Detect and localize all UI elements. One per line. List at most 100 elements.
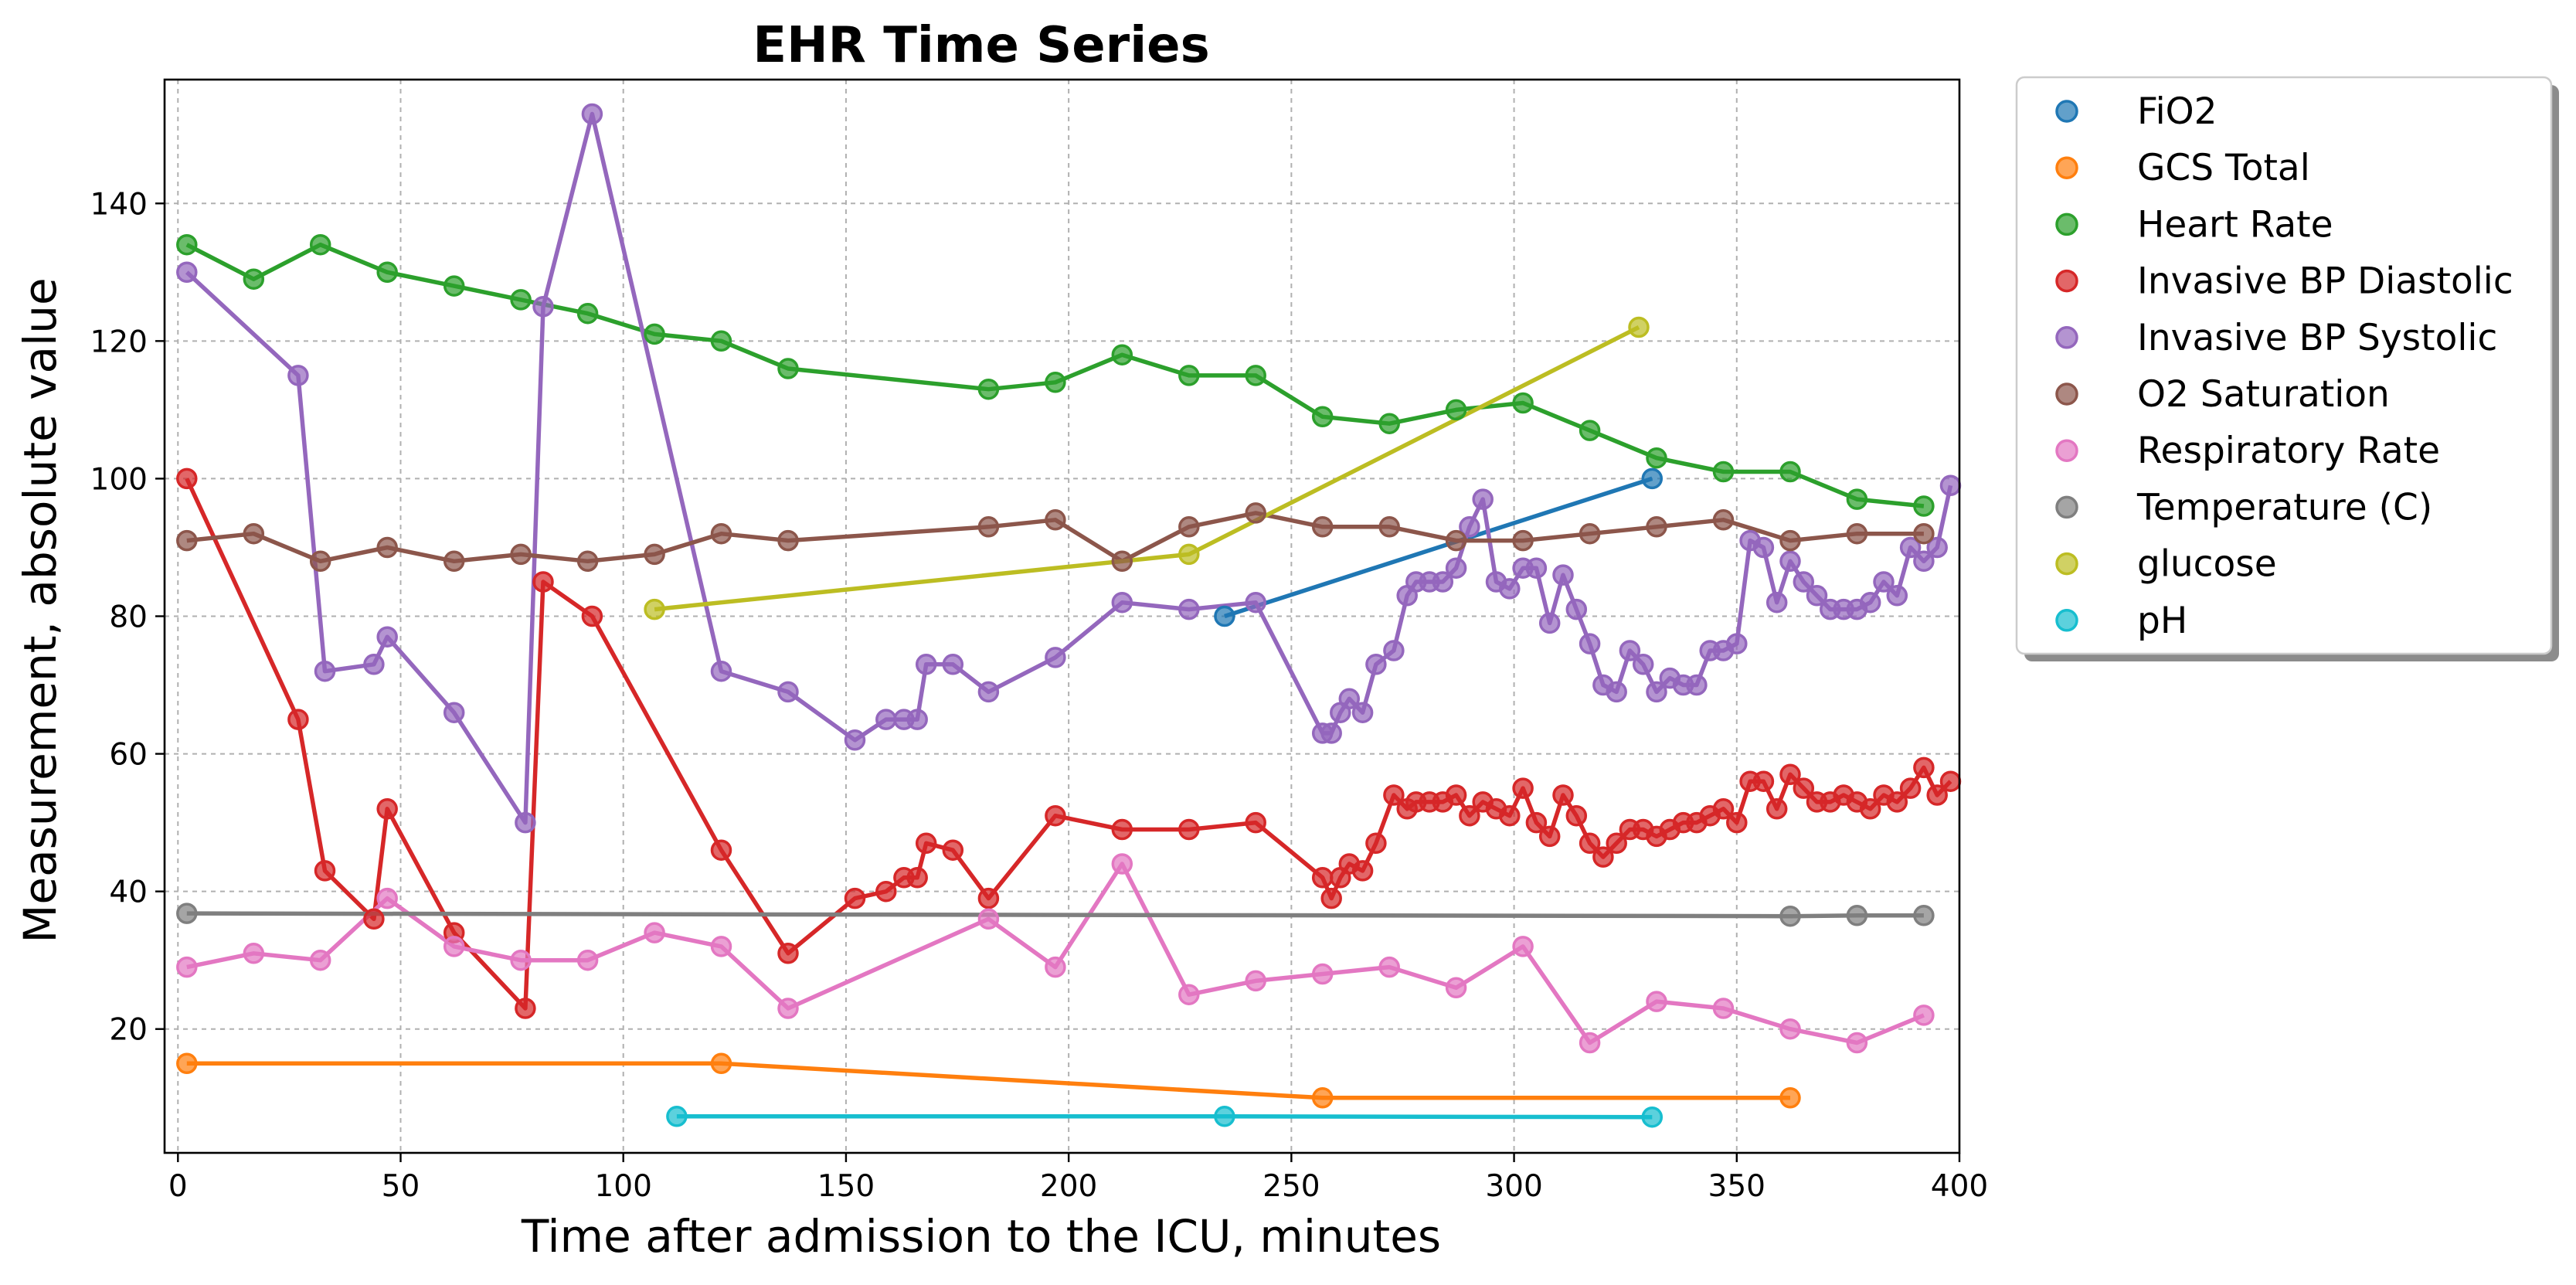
data-point-respiratory-rate-21 — [1712, 998, 1735, 1019]
data-point-invasive-bp-diastolic-70 — [1939, 770, 1962, 792]
data-point-respiratory-rate-23 — [1846, 1032, 1868, 1054]
data-point-o2-saturation-14 — [1245, 502, 1266, 524]
data-point-invasive-bp-diastolic-20 — [1178, 818, 1200, 841]
data-point-invasive-bp-diastolic-69 — [1926, 784, 1948, 806]
data-point-fio2-1 — [1641, 467, 1664, 490]
legend-marker-gcs-total — [2055, 156, 2078, 179]
data-point-o2-saturation-17 — [1445, 529, 1467, 552]
data-point-invasive-bp-diastolic-64 — [1859, 798, 1881, 820]
data-point-o2-saturation-18 — [1512, 529, 1534, 552]
data-point-respiratory-rate-22 — [1779, 1018, 1801, 1040]
data-point-invasive-bp-diastolic-9 — [710, 839, 732, 861]
data-point-invasive-bp-diastolic-10 — [777, 943, 799, 964]
legend-marker-invasive-bp-diastolic — [2055, 269, 2078, 293]
data-point-invasive-bp-systolic-1 — [287, 365, 309, 386]
legend-marker-heart-rate — [2055, 212, 2078, 236]
data-point-invasive-bp-diastolic-19 — [1111, 818, 1133, 841]
data-point-o2-saturation-11 — [1045, 509, 1066, 531]
data-point-o2-saturation-1 — [243, 522, 265, 545]
data-point-invasive-bp-diastolic-26 — [1351, 860, 1374, 882]
data-point-invasive-bp-diastolic-11 — [844, 887, 866, 909]
data-point-invasive-bp-systolic-2 — [314, 660, 336, 682]
data-point-heart-rate-12 — [1111, 344, 1133, 365]
data-point-o2-saturation-5 — [510, 543, 532, 566]
data-point-invasive-bp-diastolic-38 — [1512, 777, 1534, 799]
y-tick-label-20: 20 — [109, 1013, 148, 1048]
data-point-gcs-total-1 — [710, 1052, 732, 1075]
data-point-invasive-bp-systolic-5 — [443, 702, 465, 723]
y-gridlines — [165, 202, 1959, 1030]
data-point-gcs-total-0 — [176, 1052, 198, 1075]
data-point-heart-rate-18 — [1512, 392, 1534, 414]
data-point-respiratory-rate-19 — [1579, 1032, 1601, 1054]
y-axis-label: Measurement, absolute value — [14, 277, 66, 943]
data-point-invasive-bp-systolic-67 — [1899, 536, 1922, 559]
x-tick-label-100: 100 — [594, 1169, 651, 1204]
data-point-heart-rate-5 — [510, 289, 532, 311]
data-point-invasive-bp-systolic-27 — [1365, 654, 1387, 675]
data-point-o2-saturation-19 — [1579, 522, 1601, 545]
data-point-respiratory-rate-14 — [1245, 970, 1266, 992]
data-point-heart-rate-2 — [309, 233, 331, 256]
legend-marker-fio2 — [2055, 100, 2078, 123]
data-point-respiratory-rate-4 — [443, 936, 465, 957]
data-point-invasive-bp-systolic-41 — [1552, 564, 1574, 586]
data-point-invasive-bp-diastolic-41 — [1552, 784, 1574, 806]
data-point-invasive-bp-diastolic-1 — [287, 709, 309, 730]
data-point-invasive-bp-diastolic-44 — [1592, 846, 1614, 868]
data-point-invasive-bp-diastolic-27 — [1365, 832, 1387, 855]
data-point-invasive-bp-diastolic-22 — [1311, 867, 1334, 889]
data-point-heart-rate-14 — [1245, 365, 1266, 386]
data-point-invasive-bp-systolic-28 — [1383, 640, 1405, 661]
data-point-invasive-bp-systolic-58 — [1779, 550, 1801, 573]
legend-marker-temperature-c — [2055, 495, 2078, 519]
x-tick-label-150: 150 — [817, 1169, 875, 1204]
legend-marker-o2-saturation — [2055, 382, 2078, 406]
data-point-invasive-bp-diastolic-67 — [1899, 777, 1922, 799]
data-point-invasive-bp-diastolic-3 — [363, 908, 385, 930]
plot-area — [163, 78, 1962, 1154]
legend-box — [2015, 76, 2553, 655]
data-point-respiratory-rate-8 — [710, 936, 732, 957]
data-point-gcs-total-3 — [1779, 1087, 1801, 1109]
legend-marker-invasive-bp-systolic — [2055, 326, 2078, 349]
data-point-o2-saturation-15 — [1311, 516, 1334, 538]
data-point-respiratory-rate-5 — [510, 949, 532, 971]
data-point-invasive-bp-diastolic-58 — [1779, 763, 1801, 786]
legend-label-gcs-total: GCS Total — [2137, 147, 2310, 189]
x-tick-label-50: 50 — [382, 1169, 420, 1204]
data-point-invasive-bp-diastolic-4 — [376, 798, 398, 820]
data-point-invasive-bp-systolic-34 — [1459, 516, 1480, 538]
data-point-invasive-bp-systolic-9 — [710, 660, 732, 682]
data-point-invasive-bp-diastolic-59 — [1793, 777, 1815, 799]
data-point-temperature-c-1 — [1779, 905, 1801, 927]
data-point-invasive-bp-systolic-57 — [1765, 591, 1788, 614]
data-point-invasive-bp-diastolic-12 — [875, 880, 897, 903]
data-point-invasive-bp-diastolic-68 — [1913, 756, 1935, 779]
data-point-respiratory-rate-0 — [176, 956, 198, 978]
data-point-invasive-bp-diastolic-17 — [977, 887, 1000, 909]
data-point-invasive-bp-diastolic-43 — [1579, 832, 1601, 855]
legend: FiO2 GCS Total Heart Rate Invasive BP Diast… — [2015, 76, 2559, 661]
data-point-o2-saturation-13 — [1178, 516, 1200, 538]
data-point-invasive-bp-systolic-15 — [915, 654, 937, 675]
y-tick-label-60: 60 — [109, 738, 148, 773]
data-point-invasive-bp-diastolic-37 — [1499, 804, 1521, 827]
data-point-invasive-bp-diastolic-14 — [906, 867, 928, 889]
data-point-respiratory-rate-16 — [1378, 956, 1400, 978]
data-point-invasive-bp-systolic-68 — [1913, 550, 1935, 573]
data-point-invasive-bp-systolic-54 — [1726, 633, 1748, 654]
data-point-glucose-1 — [1178, 543, 1200, 566]
legend-label-invasive-bp-diastolic: Invasive BP Diastolic — [2137, 260, 2513, 303]
y-tick-label-120: 120 — [90, 325, 148, 359]
data-point-invasive-bp-diastolic-53 — [1712, 798, 1735, 820]
data-point-respiratory-rate-6 — [576, 949, 599, 971]
data-point-invasive-bp-systolic-0 — [176, 261, 198, 284]
data-point-respiratory-rate-7 — [644, 922, 665, 943]
data-point-invasive-bp-systolic-70 — [1939, 474, 1962, 497]
data-point-heart-rate-8 — [710, 330, 732, 352]
data-point-o2-saturation-21 — [1712, 509, 1735, 531]
data-point-invasive-bp-systolic-42 — [1565, 598, 1588, 620]
data-point-o2-saturation-3 — [376, 536, 398, 559]
data-point-invasive-bp-systolic-64 — [1859, 591, 1881, 614]
